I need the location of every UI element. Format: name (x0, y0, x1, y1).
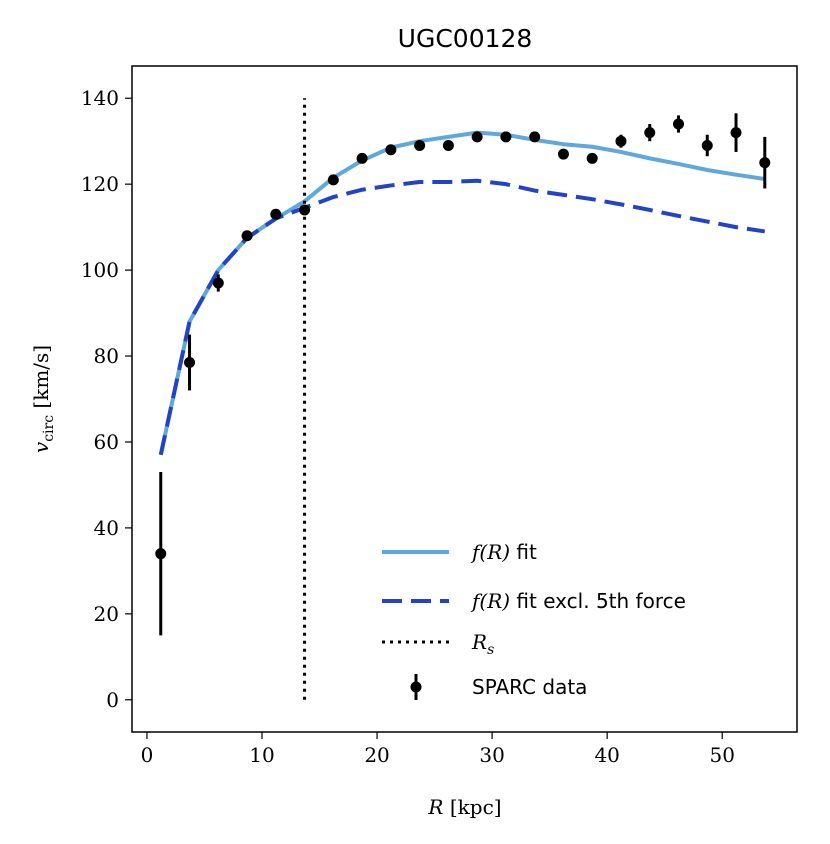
data-point (644, 127, 656, 139)
data-point (615, 135, 627, 147)
legend-label: Rs (471, 630, 494, 658)
legend-label: f(R) fit (470, 540, 537, 564)
data-point (184, 356, 196, 368)
legend-marker-point (410, 681, 422, 693)
data-point (212, 277, 224, 289)
data-point (730, 127, 742, 139)
legend-label: f(R) fit excl. 5th force (470, 589, 686, 613)
x-tick-label: 10 (249, 743, 274, 767)
series-layer (155, 98, 771, 700)
y-tick-label: 80 (94, 344, 119, 368)
y-tick-label: 60 (94, 430, 119, 454)
y-tick-label: 0 (106, 688, 119, 712)
x-tick-label: 30 (479, 743, 504, 767)
data-point (299, 204, 311, 216)
data-point (586, 152, 598, 164)
x-axis-label: R [kpc] (427, 795, 501, 819)
data-point (356, 152, 368, 164)
x-tick-label: 40 (594, 743, 619, 767)
series-line-f-r-fit (158, 130, 766, 456)
x-tick-label: 50 (709, 743, 734, 767)
series-line-f-r-fit-excl-5th-force (158, 178, 766, 456)
data-point (327, 174, 339, 186)
legend-label: SPARC data (472, 675, 587, 699)
data-point (500, 131, 512, 143)
data-point (385, 144, 397, 156)
data-point (701, 139, 713, 151)
y-tick-label: 100 (81, 258, 119, 282)
data-point (672, 118, 684, 130)
x-tick-label: 20 (364, 743, 389, 767)
y-tick-label: 120 (81, 172, 119, 196)
y-tick-label: 20 (94, 602, 119, 626)
data-point (529, 131, 541, 143)
data-point (270, 208, 282, 220)
y-tick-label: 140 (81, 86, 119, 110)
legend: f(R) fit f(R) fit excl. 5th force Rs SPARC … (382, 540, 686, 700)
y-axis-label: vcirc [km/s] (29, 345, 57, 453)
data-point (557, 148, 569, 160)
chart-title: UGC00128 (398, 24, 533, 53)
data-point (155, 548, 167, 560)
y-tick-label: 40 (94, 516, 119, 540)
data-point (241, 230, 253, 242)
x-tick-label: 0 (141, 743, 154, 767)
data-point (442, 139, 454, 151)
plot-frame (131, 65, 798, 733)
data-point (414, 139, 426, 151)
data-point (759, 157, 771, 169)
data-point (471, 131, 483, 143)
ticks-layer: 0 10 20 30 40 50 0 20 40 60 80 100 120 140 (81, 86, 735, 767)
